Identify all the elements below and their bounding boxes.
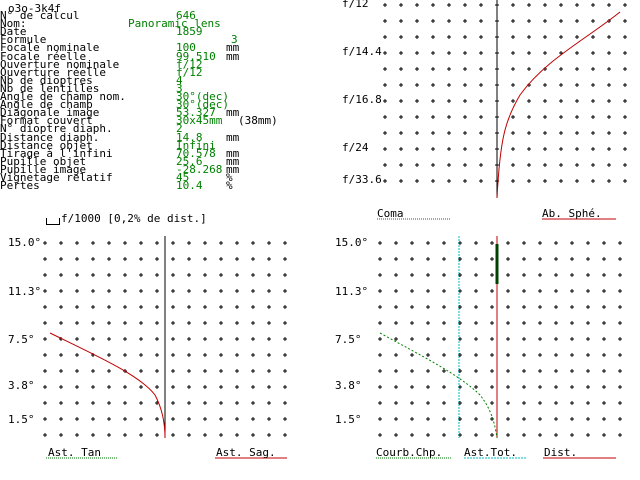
legend-astig-sagittal: Ast. Sag.	[216, 446, 276, 459]
param-value: 53.327	[176, 106, 216, 120]
legend-astig-tangential: Ast. Tan	[48, 446, 101, 459]
legend-spherical-aberration: Ab. Sphé.	[542, 207, 602, 220]
param-value: f/12	[176, 65, 203, 79]
param-value: f/12	[176, 57, 203, 71]
param-unit: mm	[226, 106, 240, 120]
param-value: 30x45mm	[176, 114, 223, 128]
param-label: Nb de dioptres	[0, 73, 93, 87]
y-tick-label: 1.5°	[335, 413, 362, 426]
param-label: Angle de champ	[0, 98, 93, 112]
param-label: Distance objet	[0, 138, 93, 152]
param-label: Focale réelle	[0, 49, 87, 63]
legend-field-curvature: Courb.Chp.	[376, 446, 443, 459]
param-value: Panoramic lens	[128, 17, 221, 31]
y-tick-label: 3.8°	[8, 379, 35, 392]
param-label: Nb de lentilles	[0, 81, 100, 95]
param-value: 30°(dec)	[176, 90, 229, 103]
param-value: 14.8	[176, 130, 203, 144]
legend-distortion: Dist.	[544, 446, 578, 459]
param-label: Pertes	[0, 179, 40, 193]
y-tick-label: f/16.8	[342, 93, 382, 106]
y-tick-label: 15.0°	[335, 236, 369, 249]
y-tick-label: 7.5°	[335, 333, 362, 346]
param-label: Pupille objet	[0, 154, 87, 168]
param-value: 70.578	[176, 146, 216, 160]
scale-note: f/1000 [0,2% de dist.]	[61, 212, 207, 225]
param-unit: mm	[226, 49, 240, 63]
param-unit: mm	[226, 154, 240, 168]
param-value: 30°(dec)	[176, 98, 229, 112]
param-unit: mm	[226, 146, 240, 160]
param-value: 99.510	[176, 49, 216, 63]
param-unit: mm	[226, 162, 240, 176]
param-value: 4	[176, 73, 183, 87]
param-value: 100	[176, 41, 196, 55]
param-value: 2	[176, 122, 183, 136]
sagittal-curve	[49, 332, 166, 439]
param-label: Format couvert	[0, 114, 93, 128]
param-value: 10.4	[176, 179, 203, 193]
param-value: Infini	[176, 138, 216, 152]
y-tick-label: 3.8°	[335, 379, 362, 392]
y-tick-label: f/12	[342, 0, 369, 10]
param-label: Nom:	[0, 17, 27, 31]
legend-coma: Coma	[377, 207, 404, 220]
y-tick-label: 15.0°	[8, 236, 42, 249]
param-label: Vignetage relatif	[0, 171, 113, 184]
param-unit: mm	[226, 41, 240, 55]
param-label: Angle de champ nom.	[0, 90, 126, 103]
y-tick-label: 11.3°	[335, 285, 369, 298]
param-label: Distance diaph.	[0, 130, 100, 144]
spherical-aberration-curve	[496, 11, 621, 199]
param-label: Diagonale image	[0, 106, 100, 120]
param-value: 646	[176, 9, 196, 22]
param-label: Ouverture réelle	[0, 65, 106, 79]
y-tick-label: f/33.6	[342, 173, 382, 186]
param-unit: %	[226, 171, 233, 184]
param-value: 25.6	[176, 154, 203, 168]
param-value: -28.268	[176, 162, 223, 176]
param-unit: mm	[226, 130, 240, 144]
window-title: o3o-3k4f	[8, 2, 61, 15]
param-label: N° de calcul	[0, 9, 80, 22]
param-label: Pupille image	[0, 162, 87, 176]
y-tick-label: 7.5°	[8, 333, 35, 346]
param-label: N° dioptre diaph.	[0, 122, 113, 136]
y-tick-label: 11.3°	[8, 285, 42, 298]
param-value: 45	[176, 171, 190, 184]
param-unit: (38mm)	[238, 114, 278, 128]
param-value: 1859	[176, 25, 203, 39]
y-tick-label: 1.5°	[8, 413, 35, 426]
scale-bracket-icon	[46, 218, 60, 225]
legend-total-astigmatism: Ast.Tot.	[464, 446, 517, 459]
param-label: Tirage à l'infini	[0, 146, 113, 160]
field-curvature-curve	[379, 332, 498, 439]
param-value: 3	[176, 81, 183, 95]
y-tick-label: f/24	[342, 141, 369, 154]
param-label: Date	[0, 25, 27, 39]
param-unit: %	[226, 179, 233, 193]
param-label: Ouverture nominale	[0, 57, 120, 71]
param-value: 3	[231, 33, 238, 47]
param-label: Formule	[0, 33, 47, 47]
y-tick-label: f/14.4	[342, 45, 382, 58]
param-label: Focale nominale	[0, 41, 100, 55]
